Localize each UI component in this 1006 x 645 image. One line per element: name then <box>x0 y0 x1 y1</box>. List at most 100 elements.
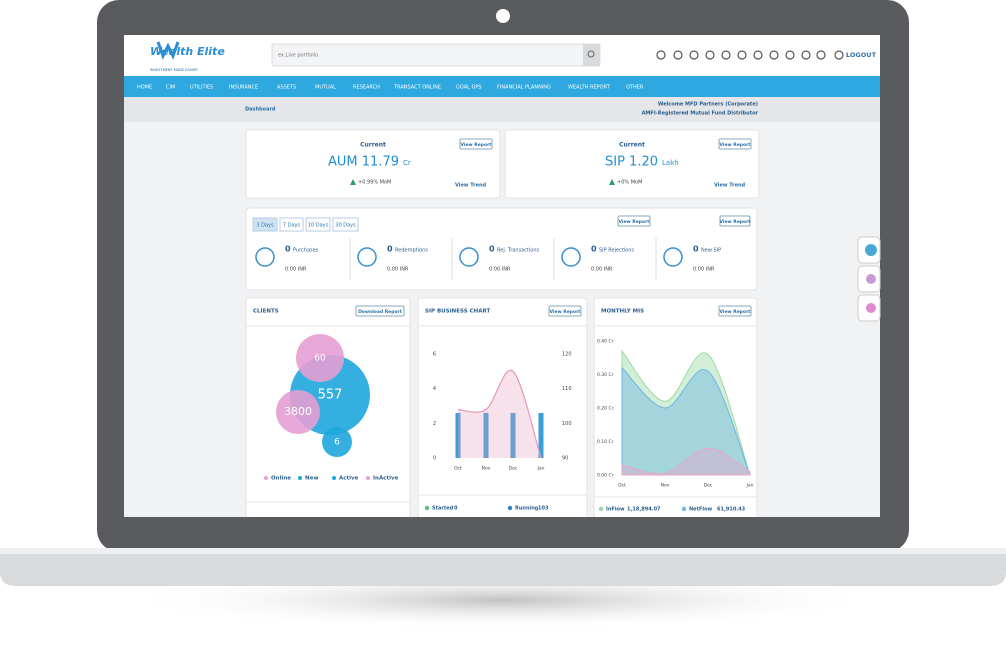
search-placeholder: ex.Live portfolio <box>278 53 318 59</box>
card-unit: Cr <box>403 159 411 167</box>
x-tick-label: Nov <box>661 483 670 489</box>
tab-label[interactable]: 30 Days <box>335 223 356 229</box>
nav-item[interactable]: WEALTH REPORT <box>568 85 611 91</box>
nav-bar <box>124 76 880 97</box>
tab[interactable] <box>332 217 359 232</box>
nav-item[interactable]: CIM <box>166 85 175 91</box>
welcome-text: Welcome MFD Partners (Corporate) <box>658 102 758 108</box>
card-value: AUM 11.79 <box>328 155 399 170</box>
mis-area <box>621 366 751 476</box>
legend-label: New <box>305 476 318 482</box>
logout[interactable]: LOGOUT <box>846 51 877 59</box>
nav-item[interactable]: ASSETS <box>277 85 296 91</box>
legend-dot <box>366 476 370 480</box>
x-tick-label: Dec <box>704 483 713 489</box>
button[interactable] <box>718 305 752 317</box>
search-box[interactable] <box>271 43 601 67</box>
card-unit: Lakh <box>662 159 679 167</box>
tab-label[interactable]: 3 Days <box>256 223 274 229</box>
y-tick-label: 0.00 Cr <box>597 473 614 479</box>
nav-item[interactable]: GOAL GPS <box>456 85 482 91</box>
mis-panel <box>593 297 758 517</box>
nav-item[interactable]: HOME <box>137 85 152 91</box>
tab[interactable] <box>252 217 278 232</box>
button-label[interactable]: View Report <box>720 219 752 225</box>
item-icon <box>255 247 275 267</box>
button-label[interactable]: View Report <box>720 309 752 315</box>
legend-dot <box>298 476 302 480</box>
legend-label: NetFlow <box>689 507 713 513</box>
button[interactable] <box>617 215 651 227</box>
button[interactable] <box>718 138 752 150</box>
button[interactable] <box>459 138 493 150</box>
tagline: INVESTMENT MADE EASIER <box>150 68 198 72</box>
search-icon <box>587 50 595 58</box>
legend-dot <box>681 506 687 512</box>
sip-line <box>457 369 542 459</box>
x-tick-label: Dec <box>509 466 518 472</box>
item-icon <box>459 247 479 267</box>
item-amount: 0.00 INR <box>387 267 409 273</box>
nav-item[interactable]: INSURANCE <box>229 85 258 91</box>
x-tick-label: Jan <box>537 466 545 472</box>
y-tick-label: 0 <box>433 456 436 462</box>
y-tick-label: 0.20 Cr <box>597 406 614 412</box>
x-tick-label: Nov <box>482 466 491 472</box>
sip-bar <box>538 412 544 458</box>
view-trend[interactable]: View Trend <box>714 183 746 189</box>
sip-panel <box>417 297 588 517</box>
button-label[interactable]: View Report <box>550 309 582 315</box>
item-label: New SIP <box>701 248 721 254</box>
card-label: Current <box>360 142 386 149</box>
button-label[interactable]: View Report <box>720 142 752 148</box>
card-change: +0.99% MoM <box>358 180 391 186</box>
legend-dot <box>507 505 513 511</box>
y-tick-label: 0.10 Cr <box>597 439 614 445</box>
bubble <box>296 334 344 382</box>
item-amount: 0.00 INR <box>591 267 613 273</box>
item-count: 0 <box>489 245 495 254</box>
nav-item[interactable]: RESEARCH <box>353 85 380 91</box>
sip-bar <box>483 412 489 458</box>
button[interactable] <box>548 305 582 317</box>
card-change: +0% MoM <box>617 180 642 186</box>
bubble <box>276 390 320 434</box>
button-label[interactable]: Download Report <box>358 309 403 315</box>
bubble-label: 60 <box>314 354 326 364</box>
legend-value: 103 <box>538 506 549 512</box>
card-value: SIP 1.20 <box>605 155 658 170</box>
side-widgets <box>857 236 881 322</box>
tab[interactable] <box>279 217 304 232</box>
up-arrow <box>350 179 356 185</box>
button-label[interactable]: View Report <box>619 219 651 225</box>
card-label: Current <box>619 142 645 149</box>
item-amount: 0.00 INR <box>489 267 511 273</box>
legend-value: 0 <box>454 506 458 512</box>
base-edge <box>0 548 1006 554</box>
item-count: 0 <box>591 245 597 254</box>
legend-label: Active <box>339 476 359 482</box>
button[interactable] <box>719 215 751 227</box>
y-tick-label: 6 <box>433 352 436 358</box>
item-amount: 0.00 INR <box>285 267 307 273</box>
sip-bar <box>455 412 461 458</box>
tab-label[interactable]: 7 Days <box>283 223 301 229</box>
nav-item[interactable]: MUTUAL <box>315 85 336 91</box>
y-tick-label: 0.40 Cr <box>597 339 614 345</box>
mis-area <box>621 447 751 476</box>
button-label[interactable]: View Report <box>461 142 493 148</box>
tab-label[interactable]: 10 Days <box>308 223 329 229</box>
transactions-card <box>245 207 758 291</box>
nav-item[interactable]: FINANCIAL PLANNING <box>497 85 551 91</box>
item-icon <box>357 247 377 267</box>
tab[interactable] <box>305 217 331 232</box>
nav-item[interactable]: UTILITIES <box>190 85 213 91</box>
x-tick-label: Jan <box>746 483 754 489</box>
view-trend[interactable]: View Trend <box>455 183 487 189</box>
nav-item[interactable]: OTHER <box>626 85 644 91</box>
search-button[interactable] <box>583 44 600 66</box>
item-label: Redemptions <box>395 248 428 254</box>
button[interactable] <box>355 305 405 317</box>
nav-item[interactable]: TRANSACT ONLINE <box>393 85 441 91</box>
